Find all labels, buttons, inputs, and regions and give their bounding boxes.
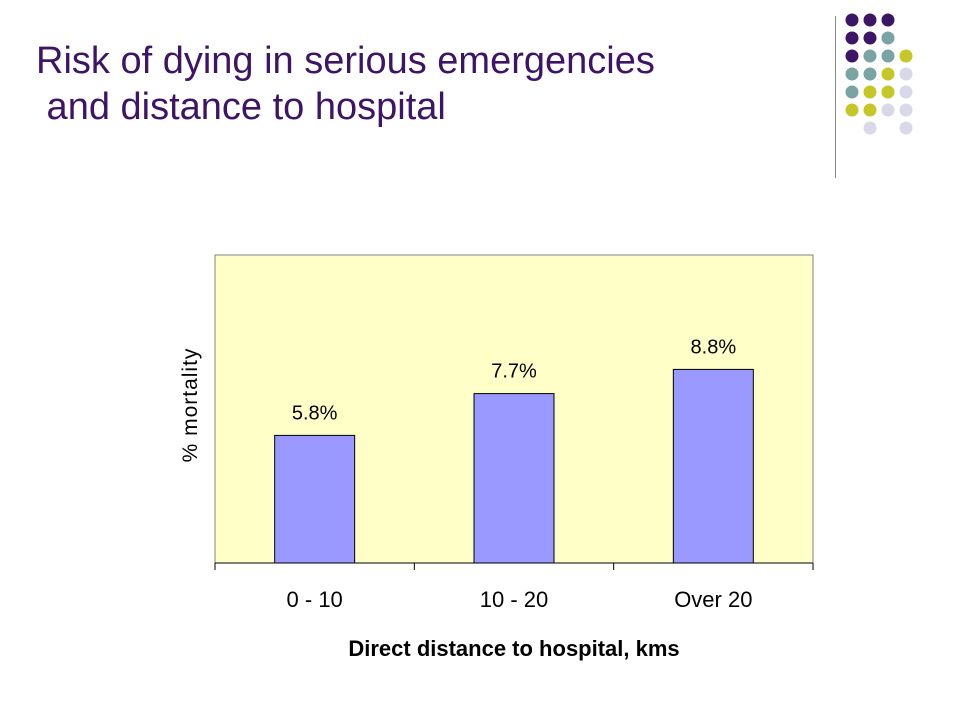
decorative-dot (845, 103, 859, 117)
decorative-dot (899, 85, 913, 99)
decorative-dot (863, 85, 877, 99)
decorative-dot (863, 67, 877, 81)
decorative-divider (835, 16, 836, 178)
decorative-dot (863, 13, 877, 27)
decorative-dot (881, 67, 895, 81)
decorative-dot (863, 49, 877, 63)
decorative-dot (881, 31, 895, 45)
x-axis-ticks (214, 563, 814, 570)
decorative-dot (845, 85, 859, 99)
decorative-dot (863, 31, 877, 45)
bars-group (274, 368, 754, 564)
data-label: 8.8% (691, 336, 737, 358)
data-labels-group: 5.8% 7.7% 8.8% (292, 336, 736, 424)
decorative-dot (899, 67, 913, 81)
bar (672, 368, 754, 564)
bar (274, 434, 356, 564)
category-label: 10 - 20 (480, 587, 549, 612)
decorative-dot (845, 13, 859, 27)
decorative-dot (845, 67, 859, 81)
x-axis-label: Direct distance to hospital, kms (348, 636, 679, 661)
decorative-dot (881, 13, 895, 27)
decorative-dot (881, 103, 895, 117)
decorative-dot (881, 85, 895, 99)
decorative-dot-grid (845, 13, 913, 135)
decorative-dot (863, 121, 877, 135)
slide-title: Risk of dying in serious emergencies and… (36, 40, 655, 128)
decorative-dot (863, 103, 877, 117)
decorative-dot (845, 49, 859, 63)
bar (473, 393, 555, 564)
data-label: 7.7% (491, 361, 537, 383)
category-labels-group: 0 - 10 10 - 20 Over 20 (287, 587, 753, 612)
bar-chart: 5.8% 7.7% 8.8% 0 - 10 10 - 20 Over 20 Direct… (179, 254, 814, 661)
category-label: 0 - 10 (287, 587, 343, 612)
decorative-dot (899, 49, 913, 63)
decorative-dot (845, 31, 859, 45)
category-label: Over 20 (674, 587, 752, 612)
data-label: 5.8% (292, 402, 338, 424)
y-axis-label: % mortality (179, 348, 202, 463)
decorative-dot (881, 49, 895, 63)
decorative-dot (899, 103, 913, 117)
decorative-dot (899, 121, 913, 135)
